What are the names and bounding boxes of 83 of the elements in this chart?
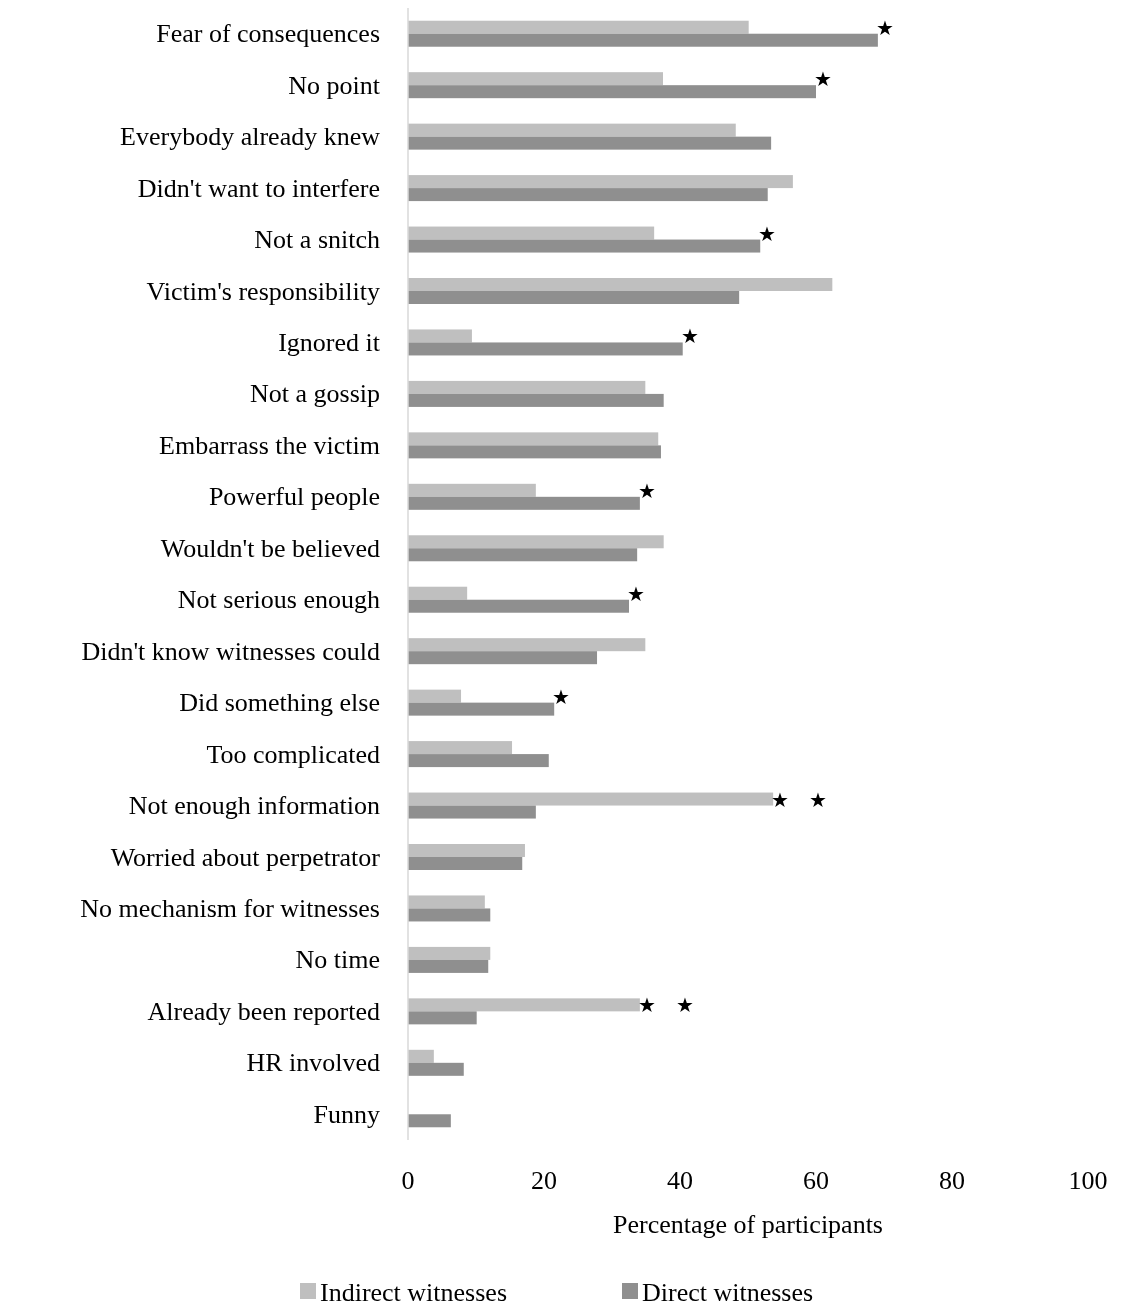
bar [408,844,525,857]
bar [408,278,833,291]
bar [408,432,659,446]
y-tick-label: Not serious enough [177,585,380,615]
y-tick-label: Funny [313,1099,380,1129]
x-axis-title: Percentage of participants [613,1209,883,1239]
bar [408,959,489,973]
y-tick-label: Embarrass the victim [159,430,380,460]
x-tick-label: 80 [939,1165,965,1195]
y-tick-label: Not enough information [128,791,380,821]
bar [408,123,736,137]
bar [408,1011,477,1025]
annotation: ★ ★ [637,994,694,1017]
bar [408,445,661,459]
y-tick-label: Worried about perpetrator [110,842,381,872]
bar [408,702,555,716]
annotation: ★ [637,479,656,502]
bar [408,329,472,343]
bar [408,72,663,86]
y-tick-label: Not a snitch [254,225,380,255]
bar [408,85,816,99]
bar [408,136,772,150]
bar [408,393,664,407]
y-tick-label: Already been reported [147,996,380,1026]
y-tick-label: Wouldn't be believed [160,533,380,563]
annotation: ★ [875,16,894,39]
bar [408,805,536,819]
y-tick-label: Victim's responsibility [146,276,380,306]
bar [408,895,485,909]
bar [408,548,638,562]
y-tick-label: No point [288,70,381,100]
bar [408,535,664,549]
bar [408,599,629,613]
bar [408,496,640,510]
bar [408,586,468,600]
x-tick-label: 0 [401,1165,415,1195]
y-tick-label: HR involved [246,1048,380,1078]
bar [408,946,491,960]
y-tick-label: Fear of consequences [156,19,380,49]
bar [408,226,655,240]
legend-label: Direct witnesses [642,1277,814,1307]
bar [408,754,549,768]
bar [408,651,598,665]
x-tick-label: 100 [1068,1165,1108,1195]
y-tick-label: Didn't know witnesses could [81,636,380,666]
bar [408,638,646,652]
bar [408,792,774,806]
annotation: ★ ★ [771,788,828,811]
annotation: ★ [680,325,699,348]
y-tick-label: Too complicated [206,739,380,769]
annotation: ★ [552,685,571,708]
bar [408,1049,434,1063]
legend-label: Indirect witnesses [320,1277,508,1307]
y-tick-label: No time [295,945,380,975]
annotation: ★ [758,222,777,245]
bar [408,20,749,34]
bar [408,1114,451,1128]
bar [408,483,536,497]
y-tick-label: Ignored it [278,327,381,357]
y-tick-label: No mechanism for witnesses [80,893,380,923]
annotation: ★ [627,582,645,605]
annotation: ★ [814,68,832,91]
y-tick-label: Not a gossip [250,379,380,409]
bar [408,998,640,1012]
bar [408,741,513,755]
bar [408,188,768,202]
y-tick-label: Didn't want to interfere [137,173,380,203]
y-tick-label: Did something else [179,688,380,718]
x-tick-label: 20 [531,1165,557,1195]
x-tick-label: 40 [667,1165,693,1195]
bar [408,291,740,304]
y-tick-label: Everybody already knew [120,122,381,152]
bar [408,239,761,253]
y-tick-label: Powerful people [208,482,380,512]
bar [408,33,878,47]
bar [408,1062,464,1076]
bar [408,908,491,922]
bar [408,342,683,356]
x-tick-label: 60 [803,1165,829,1195]
bar [408,380,646,394]
bar [408,689,462,703]
bar [408,175,793,189]
bar [408,857,523,870]
